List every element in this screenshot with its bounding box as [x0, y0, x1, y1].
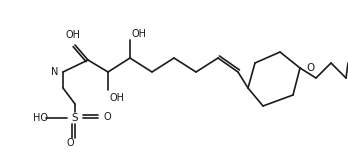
Text: O: O [66, 138, 74, 148]
Text: O: O [104, 112, 112, 122]
Text: S: S [72, 113, 78, 123]
Text: HO: HO [32, 113, 47, 123]
Text: OH: OH [110, 93, 125, 103]
Text: OH: OH [65, 30, 80, 40]
Text: O: O [306, 63, 314, 73]
Text: N: N [50, 67, 58, 77]
Text: OH: OH [132, 29, 147, 39]
